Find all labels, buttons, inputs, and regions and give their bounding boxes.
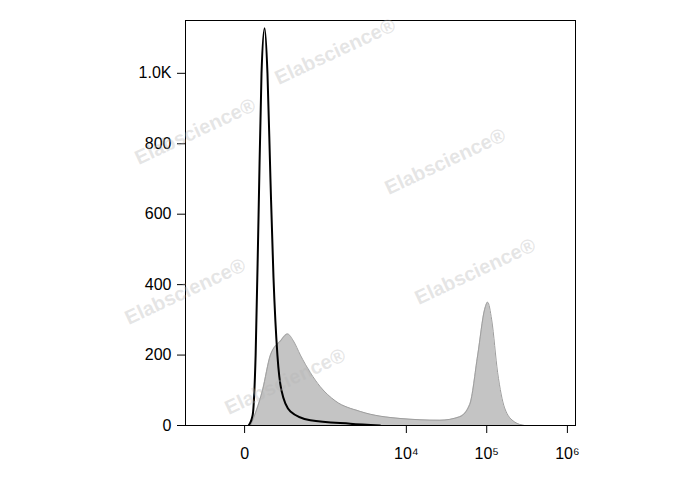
svg-text:1.0K: 1.0K <box>139 64 172 81</box>
svg-text:200: 200 <box>145 346 172 363</box>
svg-text:10⁴: 10⁴ <box>394 445 419 462</box>
svg-text:10⁶: 10⁶ <box>555 445 579 462</box>
svg-text:800: 800 <box>145 135 172 152</box>
svg-text:0: 0 <box>163 417 172 434</box>
svg-text:400: 400 <box>145 276 172 293</box>
svg-text:0: 0 <box>240 445 249 462</box>
svg-text:10⁵: 10⁵ <box>475 445 499 462</box>
svg-text:600: 600 <box>145 205 172 222</box>
